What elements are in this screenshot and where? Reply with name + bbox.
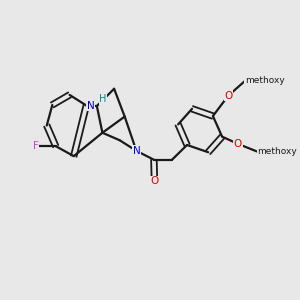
Text: H: H xyxy=(99,94,106,104)
Text: F: F xyxy=(33,141,39,151)
Text: methoxy: methoxy xyxy=(257,147,297,156)
Text: N: N xyxy=(133,146,140,156)
Text: O: O xyxy=(234,139,242,149)
Text: O: O xyxy=(150,176,159,186)
Text: N: N xyxy=(87,101,94,111)
Text: O: O xyxy=(224,91,232,101)
Text: methoxy: methoxy xyxy=(245,76,285,85)
